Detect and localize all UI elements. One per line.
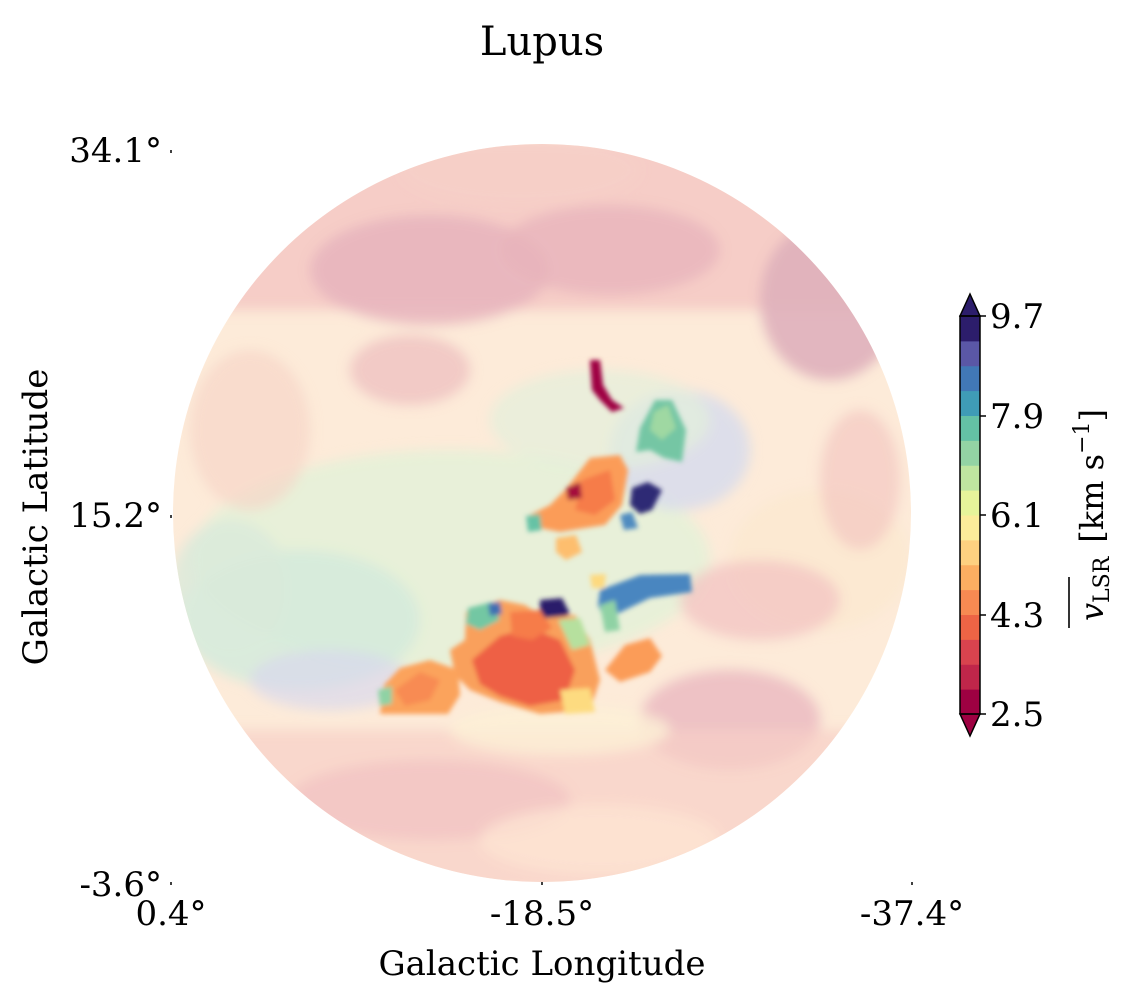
axis-ticks (170, 150, 913, 885)
colorbar-segment (960, 440, 980, 466)
colorbar-label-main: v (1073, 603, 1111, 621)
colorbar-segment (960, 415, 980, 441)
cloud-patches (378, 360, 692, 714)
y-tick-labels: 34.1° 15.2° -3.6° (69, 131, 162, 905)
patch-top-red (590, 360, 624, 412)
y-tick-label: 15.2° (69, 496, 162, 536)
colorbar-label-unit-sup: −1 (1070, 421, 1095, 453)
colorbar-segment (960, 316, 980, 342)
colorbar-segment (960, 564, 980, 591)
y-tick-label: 34.1° (69, 131, 162, 171)
x-tick-label: -18.5° (490, 894, 594, 934)
y-tick-label: -3.6° (79, 865, 162, 905)
colorbar-label-unit-close: ] (1073, 409, 1111, 421)
colorbar-extend-max (958, 292, 982, 317)
colorbar-segment (960, 340, 980, 367)
y-axis-label: Galactic Latitude (16, 369, 56, 666)
colorbar-tick-label: 9.7 (990, 297, 1044, 337)
x-tick-label: 0.4° (135, 894, 206, 934)
colorbar-segment (960, 664, 980, 690)
patch-blue-strip (598, 574, 692, 620)
x-axis-label: Galactic Longitude (378, 944, 705, 984)
colorbar-segment (960, 689, 980, 715)
colorbar-tick-label: 6.1 (990, 496, 1044, 536)
colorbar-segment (960, 539, 980, 566)
colorbar-segment (960, 390, 980, 416)
x-tick-labels: 0.4° -18.5° -37.4° (135, 894, 964, 934)
x-tick-label: -37.4° (860, 894, 964, 934)
colorbar-segment (960, 365, 980, 392)
colorbar-segment (960, 639, 980, 665)
colorbar-segments (960, 316, 980, 715)
colorbar-label-sub: LSR (1090, 555, 1115, 603)
chart-title: Lupus (480, 19, 604, 65)
colorbar-tick-label: 4.3 (990, 596, 1044, 636)
colorbar-label: vLSR [km s−1] (1070, 409, 1115, 621)
colorbar-segment (960, 589, 980, 615)
patch-purple-lower (540, 598, 570, 622)
colorbar-segment (960, 465, 980, 491)
colorbar: 9.7 7.9 6.1 4.3 2.5 vLSR [km s−1] (958, 292, 1115, 738)
colorbar-extend-min (958, 713, 982, 738)
colorbar-segment (960, 490, 980, 516)
patch-right-orange (605, 638, 662, 682)
colorbar-tick-label: 2.5 (990, 695, 1044, 735)
colorbar-segment (960, 614, 980, 640)
colorbar-label-unit-open: [km s (1073, 454, 1111, 543)
patch-purple-upper (630, 482, 662, 514)
colorbar-tick-label: 7.9 (990, 397, 1044, 437)
colorbar-segment (960, 515, 980, 541)
